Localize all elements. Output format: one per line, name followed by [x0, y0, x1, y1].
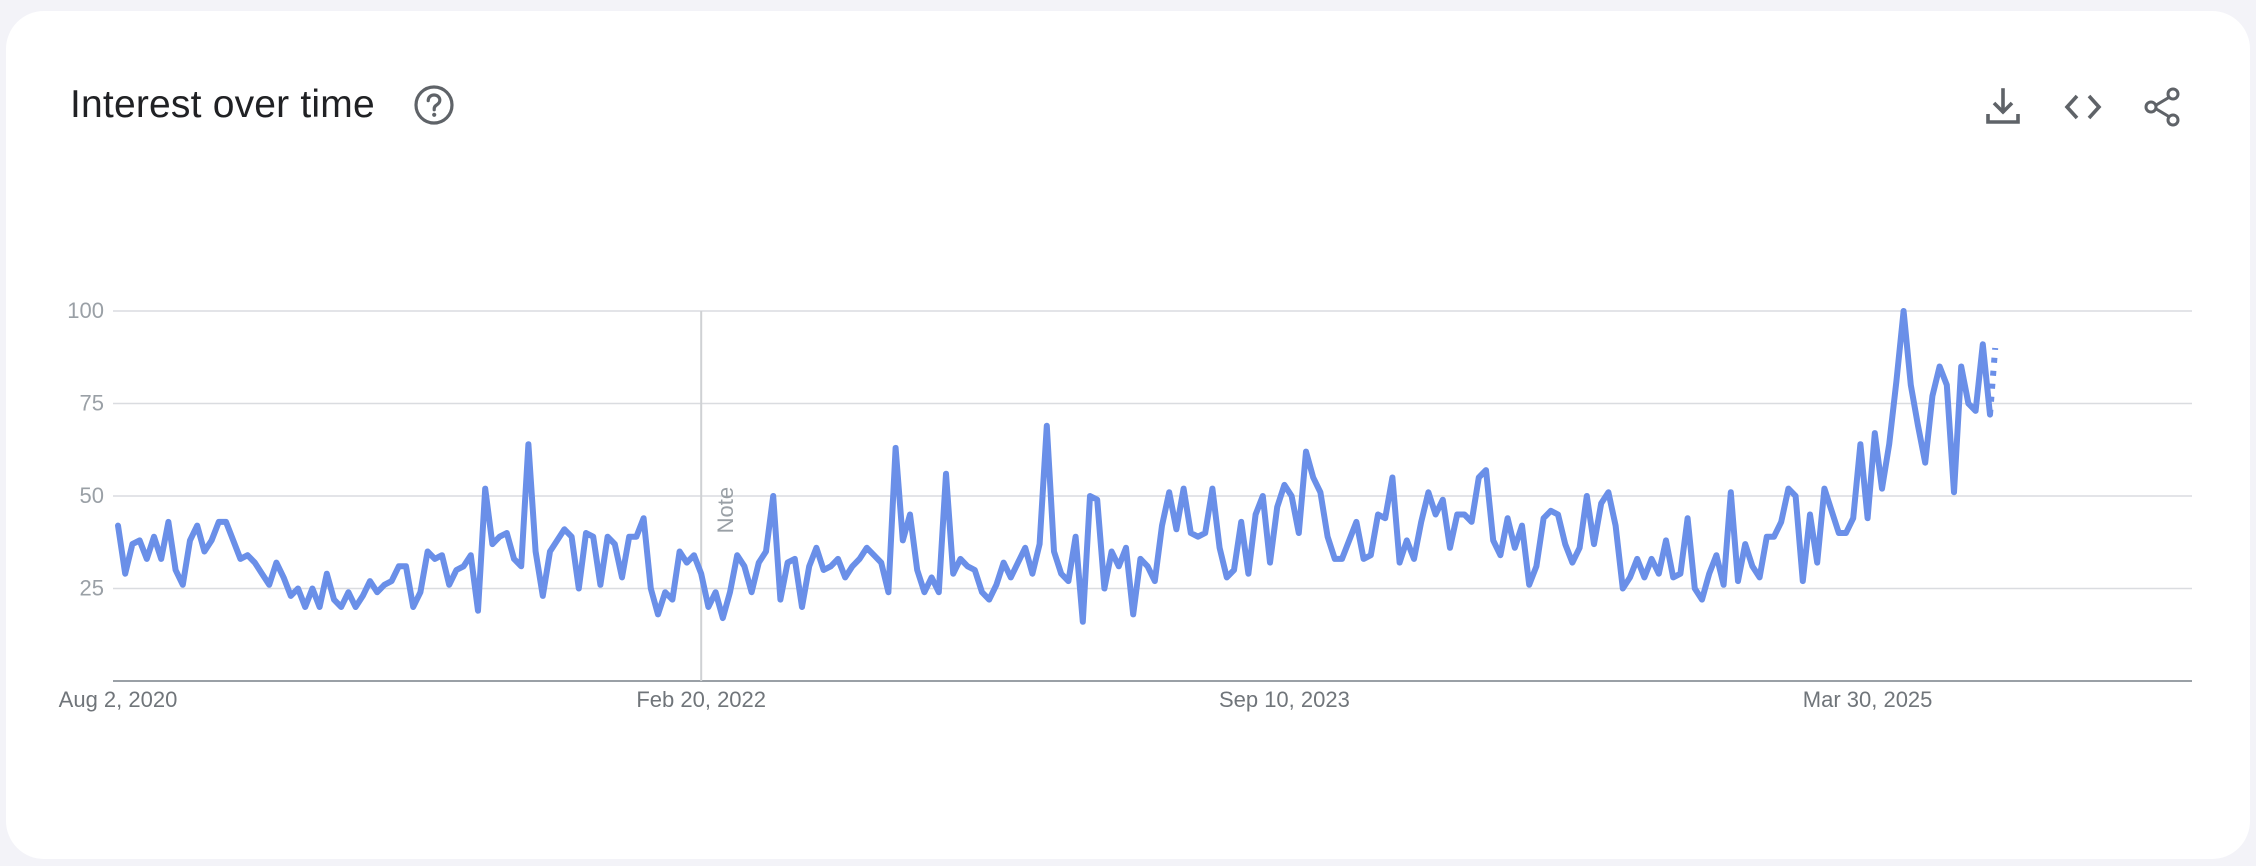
note-label: Note [713, 487, 738, 533]
download-icon[interactable] [1980, 84, 2026, 130]
card-title: Interest over time [70, 83, 375, 126]
y-tick-label: 25 [80, 576, 104, 601]
x-tick-label: Mar 30, 2025 [1803, 687, 1933, 712]
code-icon[interactable] [2060, 84, 2106, 130]
x-tick-label: Feb 20, 2022 [636, 687, 766, 712]
help-circle-icon[interactable] [411, 82, 457, 128]
partial-data-line [1987, 347, 1999, 415]
x-tick-label: Aug 2, 2020 [59, 687, 178, 712]
y-tick-label: 75 [80, 391, 104, 416]
series-line [115, 308, 1993, 625]
y-tick-label: 50 [80, 483, 104, 508]
x-tick-label: Sep 10, 2023 [1219, 687, 1350, 712]
y-tick-label: 100 [67, 298, 104, 323]
share-icon[interactable] [2140, 84, 2186, 130]
